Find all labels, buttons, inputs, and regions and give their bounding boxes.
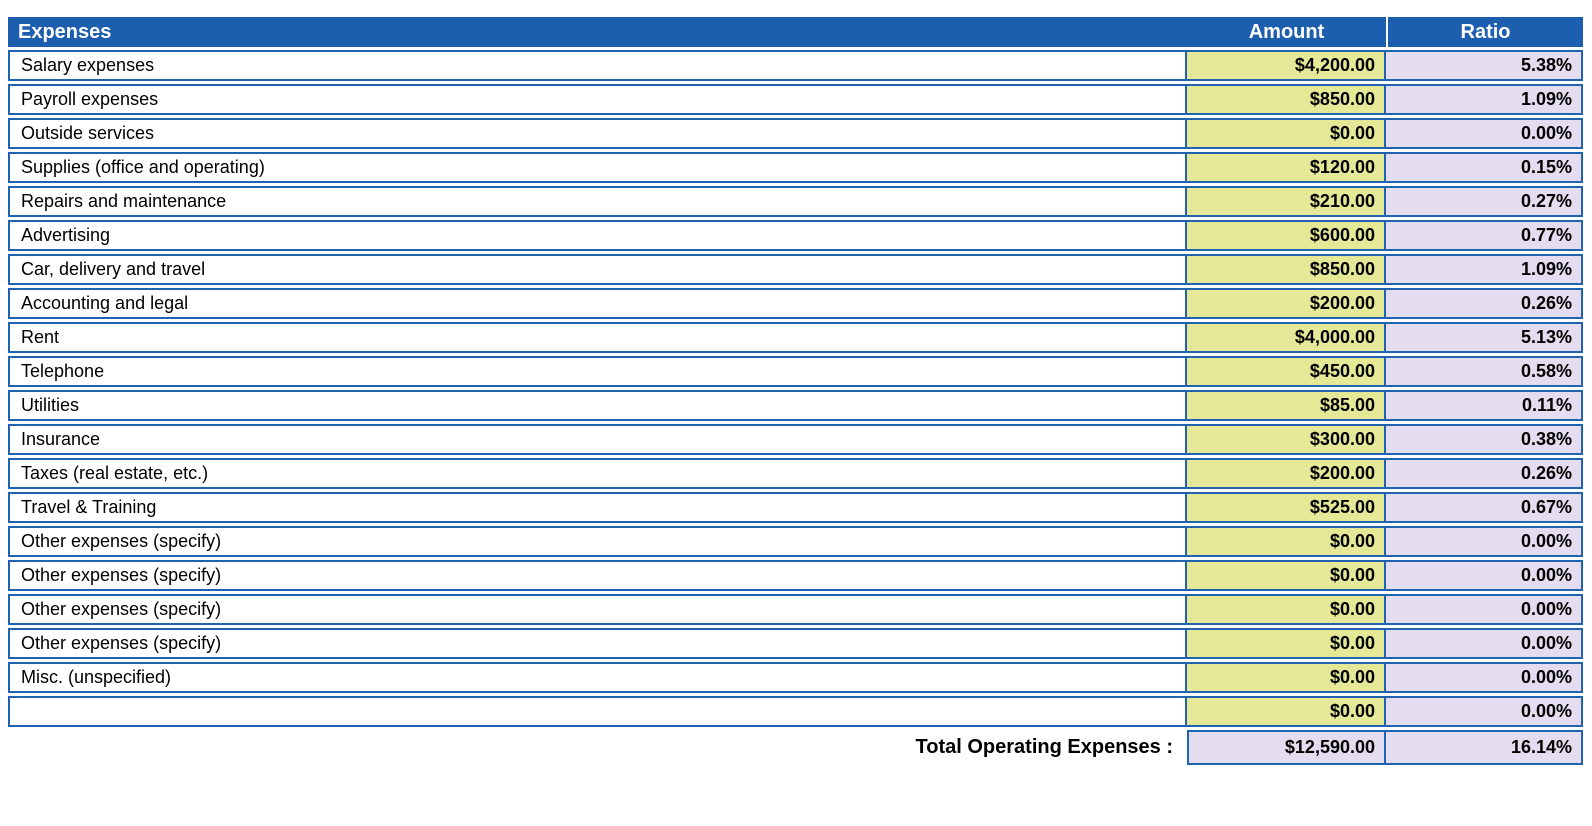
expense-row: Rent $4,000.00 5.13%	[8, 322, 1583, 353]
expense-row: Other expenses (specify) $0.00 0.00%	[8, 526, 1583, 557]
expense-row: Other expenses (specify) $0.00 0.00%	[8, 594, 1583, 625]
ratio-cell[interactable]: 1.09%	[1386, 254, 1583, 285]
amount-cell[interactable]: $0.00	[1187, 560, 1386, 591]
total-label: Total Operating Expenses :	[915, 736, 1173, 758]
amount-cell[interactable]: $4,000.00	[1187, 322, 1386, 353]
header-amount[interactable]: Amount	[1187, 17, 1386, 47]
amount-cell[interactable]: $0.00	[1187, 594, 1386, 625]
amount-cell[interactable]: $0.00	[1187, 696, 1386, 727]
amount-cell[interactable]: $0.00	[1187, 662, 1386, 693]
amount-cell[interactable]: $4,200.00	[1187, 50, 1386, 81]
ratio-cell[interactable]: 1.09%	[1386, 84, 1583, 115]
expense-row: Payroll expenses $850.00 1.09%	[8, 84, 1583, 115]
amount-cell[interactable]: $120.00	[1187, 152, 1386, 183]
amount-cell[interactable]: $600.00	[1187, 220, 1386, 251]
expense-row: Taxes (real estate, etc.) $200.00 0.26%	[8, 458, 1583, 489]
expense-row: $0.00 0.00%	[8, 696, 1583, 727]
expense-row: Utilities $85.00 0.11%	[8, 390, 1583, 421]
amount-cell[interactable]: $200.00	[1187, 288, 1386, 319]
amount-cell[interactable]: $0.00	[1187, 118, 1386, 149]
amount-cell[interactable]: $85.00	[1187, 390, 1386, 421]
expense-label-cell[interactable]: Outside services	[8, 118, 1187, 149]
header-expenses[interactable]: Expenses	[8, 17, 1187, 47]
ratio-cell[interactable]: 0.58%	[1386, 356, 1583, 387]
total-ratio-cell[interactable]: 16.14%	[1386, 730, 1583, 765]
expenses-table: Expenses Amount Ratio Salary expenses $4,…	[8, 14, 1583, 768]
expense-row: Repairs and maintenance $210.00 0.27%	[8, 186, 1583, 217]
expense-row: Accounting and legal $200.00 0.26%	[8, 288, 1583, 319]
expense-row: Other expenses (specify) $0.00 0.00%	[8, 560, 1583, 591]
amount-cell[interactable]: $200.00	[1187, 458, 1386, 489]
total-amount-cell[interactable]: $12,590.00	[1187, 730, 1386, 765]
expense-label-cell[interactable]: Repairs and maintenance	[8, 186, 1187, 217]
expense-label-cell[interactable]: Advertising	[8, 220, 1187, 251]
amount-cell[interactable]: $0.00	[1187, 628, 1386, 659]
amount-cell[interactable]: $525.00	[1187, 492, 1386, 523]
amount-cell[interactable]: $210.00	[1187, 186, 1386, 217]
expense-row: Travel & Training $525.00 0.67%	[8, 492, 1583, 523]
ratio-cell[interactable]: 0.38%	[1386, 424, 1583, 455]
expense-label-cell[interactable]: Other expenses (specify)	[8, 560, 1187, 591]
expense-row: Misc. (unspecified) $0.00 0.00%	[8, 662, 1583, 693]
expense-label-cell[interactable]: Car, delivery and travel	[8, 254, 1187, 285]
expense-label-cell[interactable]: Other expenses (specify)	[8, 594, 1187, 625]
expense-label-cell[interactable]	[8, 696, 1187, 727]
expense-label-cell[interactable]: Travel & Training	[8, 492, 1187, 523]
expense-label-cell[interactable]: Supplies (office and operating)	[8, 152, 1187, 183]
expense-label-cell[interactable]: Rent	[8, 322, 1187, 353]
expense-row: Telephone $450.00 0.58%	[8, 356, 1583, 387]
amount-cell[interactable]: $450.00	[1187, 356, 1386, 387]
expense-row: Car, delivery and travel $850.00 1.09%	[8, 254, 1583, 285]
expense-row: Supplies (office and operating) $120.00 0.…	[8, 152, 1583, 183]
ratio-cell[interactable]: 0.00%	[1386, 560, 1583, 591]
expense-row: Advertising $600.00 0.77%	[8, 220, 1583, 251]
amount-cell[interactable]: $850.00	[1187, 254, 1386, 285]
amount-cell[interactable]: $850.00	[1187, 84, 1386, 115]
expense-label-cell[interactable]: Accounting and legal	[8, 288, 1187, 319]
amount-cell[interactable]: $300.00	[1187, 424, 1386, 455]
ratio-cell[interactable]: 0.00%	[1386, 662, 1583, 693]
ratio-cell[interactable]: 0.27%	[1386, 186, 1583, 217]
expense-label-cell[interactable]: Telephone	[8, 356, 1187, 387]
ratio-cell[interactable]: 0.00%	[1386, 118, 1583, 149]
expense-row: Salary expenses $4,200.00 5.38%	[8, 50, 1583, 81]
ratio-cell[interactable]: 0.00%	[1386, 526, 1583, 557]
ratio-cell[interactable]: 0.26%	[1386, 458, 1583, 489]
amount-cell[interactable]: $0.00	[1187, 526, 1386, 557]
expense-row: Outside services $0.00 0.00%	[8, 118, 1583, 149]
ratio-cell[interactable]: 0.00%	[1386, 594, 1583, 625]
ratio-cell[interactable]: 0.67%	[1386, 492, 1583, 523]
expense-label-cell[interactable]: Salary expenses	[8, 50, 1187, 81]
expense-label-cell[interactable]: Taxes (real estate, etc.)	[8, 458, 1187, 489]
ratio-cell[interactable]: 0.26%	[1386, 288, 1583, 319]
ratio-cell[interactable]: 5.13%	[1386, 322, 1583, 353]
expense-label-cell[interactable]: Payroll expenses	[8, 84, 1187, 115]
total-row: Total Operating Expenses : $12,590.00 16…	[8, 730, 1583, 765]
expense-row: Insurance $300.00 0.38%	[8, 424, 1583, 455]
expense-label-cell[interactable]: Other expenses (specify)	[8, 628, 1187, 659]
header-ratio[interactable]: Ratio	[1386, 17, 1583, 47]
expense-row: Other expenses (specify) $0.00 0.00%	[8, 628, 1583, 659]
ratio-cell[interactable]: 0.00%	[1386, 696, 1583, 727]
ratio-cell[interactable]: 0.11%	[1386, 390, 1583, 421]
ratio-cell[interactable]: 0.15%	[1386, 152, 1583, 183]
ratio-cell[interactable]: 0.77%	[1386, 220, 1583, 251]
expense-label-cell[interactable]: Other expenses (specify)	[8, 526, 1187, 557]
ratio-cell[interactable]: 0.00%	[1386, 628, 1583, 659]
expense-label-cell[interactable]: Utilities	[8, 390, 1187, 421]
expense-label-cell[interactable]: Insurance	[8, 424, 1187, 455]
expenses-table-body: Salary expenses $4,200.00 5.38% Payroll exp…	[8, 50, 1583, 727]
header-row: Expenses Amount Ratio	[8, 17, 1583, 47]
expense-label-cell[interactable]: Misc. (unspecified)	[8, 662, 1187, 693]
ratio-cell[interactable]: 5.38%	[1386, 50, 1583, 81]
